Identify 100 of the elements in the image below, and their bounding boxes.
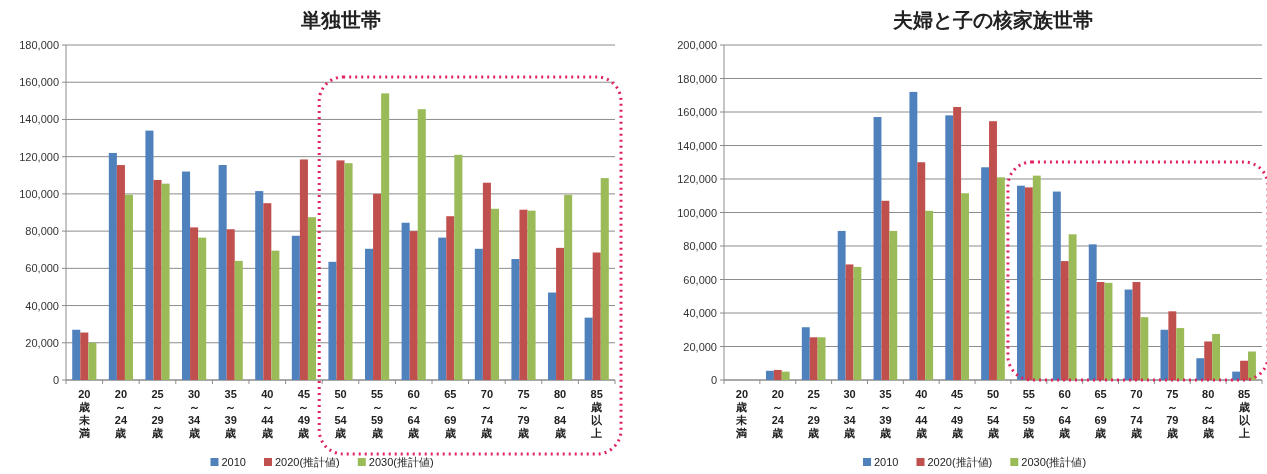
bar xyxy=(1088,244,1097,380)
y-tick-label: 20,000 xyxy=(683,340,717,353)
x-tick-label: 85歳以上 xyxy=(590,388,604,439)
bar xyxy=(1017,185,1025,380)
bar xyxy=(190,227,199,380)
y-tick-label: 80,000 xyxy=(683,240,717,252)
bar xyxy=(564,194,573,380)
bar xyxy=(953,106,962,380)
x-tick-label: 45～49歳 xyxy=(950,388,964,439)
y-tick-label: 180,000 xyxy=(19,39,59,51)
bar xyxy=(925,210,934,380)
bar xyxy=(1096,282,1105,380)
bar xyxy=(365,248,374,380)
bar xyxy=(474,248,483,380)
legend-label: 2030(推計値) xyxy=(1021,456,1087,468)
bar xyxy=(945,115,954,380)
bar xyxy=(527,210,536,380)
bar xyxy=(373,193,382,380)
x-tick-label: 45～49歳 xyxy=(297,388,311,439)
bar xyxy=(548,292,557,380)
bar xyxy=(482,182,491,380)
bar xyxy=(401,222,410,380)
x-tick-label: 75～79歳 xyxy=(1165,388,1179,439)
bar xyxy=(917,162,926,380)
bar xyxy=(1204,341,1213,380)
chart-title: 単独世帯 xyxy=(299,9,381,31)
bar xyxy=(124,194,133,380)
x-tick-label: 75～79歳 xyxy=(517,388,530,439)
x-tick-label: 20歳未満 xyxy=(735,388,749,439)
y-tick-label: 160,000 xyxy=(677,106,717,118)
bar xyxy=(853,266,862,380)
y-tick-label: 40,000 xyxy=(25,299,59,312)
bar xyxy=(801,327,810,380)
x-tick-label: 35～39歳 xyxy=(224,388,237,439)
bar xyxy=(446,216,455,380)
y-tick-label: 200,000 xyxy=(677,39,717,51)
legend-label: 2010 xyxy=(874,456,899,468)
bar xyxy=(961,193,969,380)
y-tick-label: 140,000 xyxy=(19,113,59,126)
bar xyxy=(881,200,890,380)
bar xyxy=(108,152,117,380)
bar xyxy=(1124,289,1133,380)
bar xyxy=(1232,371,1241,380)
bar xyxy=(182,171,191,380)
bar xyxy=(773,369,782,380)
bar xyxy=(438,237,447,380)
x-tick-label: 80～84歳 xyxy=(1201,388,1216,439)
bar xyxy=(1168,311,1177,380)
bar xyxy=(511,259,520,380)
bar xyxy=(592,252,601,380)
bar xyxy=(809,337,818,380)
bar xyxy=(1160,329,1169,380)
x-tick-label: 20歳未満 xyxy=(77,388,91,439)
y-tick-label: 140,000 xyxy=(677,139,717,152)
bar xyxy=(889,230,898,380)
y-tick-label: 100,000 xyxy=(677,206,717,219)
y-tick-label: 20,000 xyxy=(25,336,59,349)
bar xyxy=(198,237,207,380)
bar xyxy=(1196,358,1205,380)
x-tick-label: 20～24歳 xyxy=(114,388,128,439)
x-tick-label: 70～74歳 xyxy=(480,388,494,439)
bar xyxy=(837,230,846,380)
bar xyxy=(271,250,280,380)
bar xyxy=(490,208,499,380)
bar xyxy=(116,165,125,380)
bar xyxy=(1032,175,1041,380)
y-tick-label: 40,000 xyxy=(683,307,717,319)
x-tick-label: 80～84歳 xyxy=(553,388,568,439)
bar xyxy=(234,260,243,380)
legend-label: 2030(推計値) xyxy=(368,456,434,468)
bar xyxy=(989,121,997,380)
bar xyxy=(1240,360,1249,380)
y-tick-label: 180,000 xyxy=(677,72,717,85)
bar xyxy=(584,317,593,380)
x-tick-label: 60～64歳 xyxy=(1058,388,1072,439)
x-tick-label: 65～69歳 xyxy=(1094,388,1107,439)
bar xyxy=(72,329,81,380)
bar xyxy=(328,261,337,380)
x-tick-label: 25～29歳 xyxy=(807,388,820,439)
bar xyxy=(299,159,308,380)
bar xyxy=(909,91,918,380)
bar xyxy=(145,130,154,380)
chart-title: 夫婦と子の核家族世帯 xyxy=(892,9,1093,31)
bar xyxy=(1052,191,1061,380)
bar xyxy=(781,371,790,380)
bar xyxy=(1176,328,1185,380)
bar xyxy=(1140,317,1149,380)
y-tick-label: 0 xyxy=(52,374,59,386)
bar xyxy=(161,183,170,380)
bar xyxy=(344,163,353,380)
bar xyxy=(255,191,264,380)
bar xyxy=(996,177,1005,380)
x-tick-label: 30～34歳 xyxy=(187,388,202,439)
bar xyxy=(1212,333,1221,380)
y-tick-label: 60,000 xyxy=(25,262,59,275)
bar xyxy=(381,93,390,380)
bar xyxy=(519,209,528,380)
x-tick-label: 60～64歳 xyxy=(407,388,421,439)
y-tick-label: 120,000 xyxy=(19,150,59,163)
x-tick-label: 35～39歳 xyxy=(878,388,892,439)
